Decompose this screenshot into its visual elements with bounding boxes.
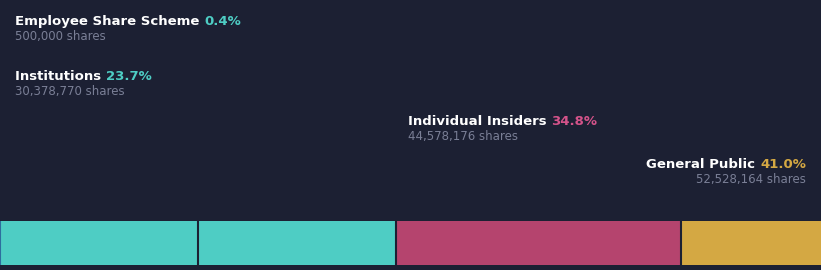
Text: 44,578,176 shares: 44,578,176 shares [408,130,518,143]
Text: 52,528,164 shares: 52,528,164 shares [696,173,806,186]
Text: 23.7%: 23.7% [106,70,152,83]
Bar [681,221,821,265]
Text: Institutions: Institutions [15,70,106,83]
Bar [396,221,681,265]
Text: 30,378,770 shares: 30,378,770 shares [15,85,125,98]
Text: General Public: General Public [646,158,760,171]
Text: Individual Insiders: Individual Insiders [408,115,551,128]
Text: 41.0%: 41.0% [760,158,806,171]
Text: Employee Share Scheme: Employee Share Scheme [15,15,204,28]
Text: 34.8%: 34.8% [551,115,597,128]
Text: 0.4%: 0.4% [204,15,241,28]
Text: 500,000 shares: 500,000 shares [15,30,106,43]
Bar [198,221,396,265]
Bar [0,221,198,265]
